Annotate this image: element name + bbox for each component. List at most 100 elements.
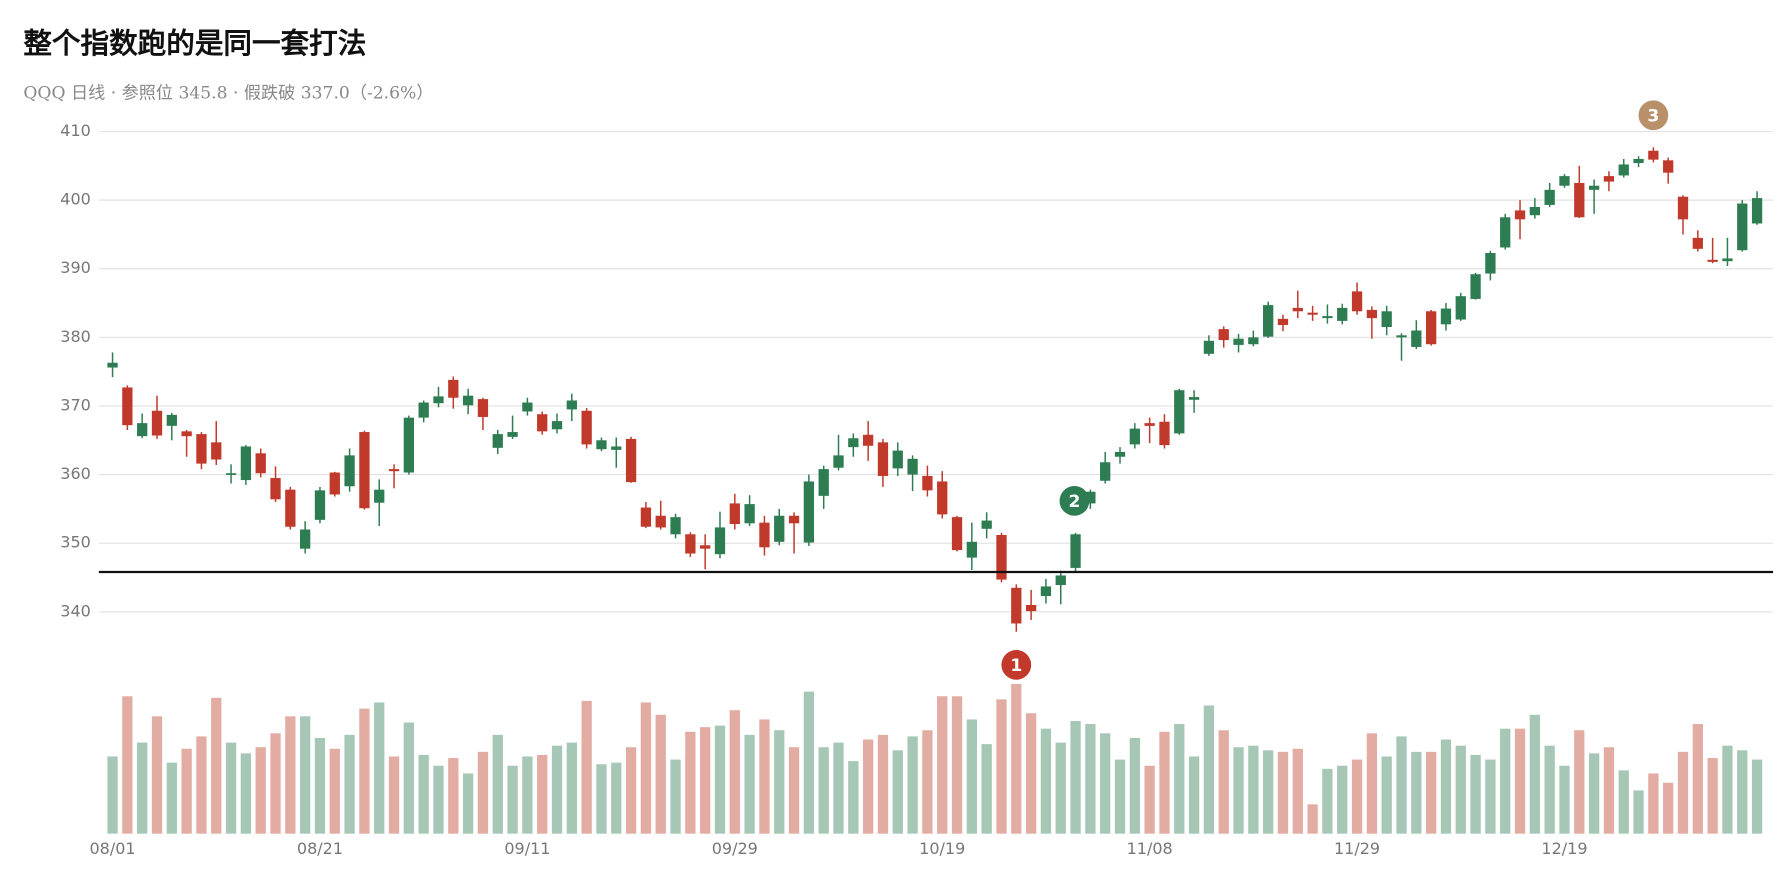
candle-body [833,455,844,468]
volume-bar [1559,765,1570,834]
candle-body [477,399,489,417]
candle-body [1440,308,1452,325]
candle-body [996,534,1007,580]
candle-body [211,442,222,460]
volume-bar [803,691,815,834]
candle-body [1025,604,1037,612]
volume-bar [1588,753,1600,834]
volume-bar [1337,765,1348,834]
candle-body [640,507,652,527]
volume-bar [1455,745,1466,834]
candle-body [1085,491,1096,504]
candle-body [1737,203,1748,251]
chart-title: 整个指数跑的是同一套打法 [23,26,366,60]
volume-bar [907,736,918,834]
volume-bar [344,734,355,834]
candle-body [1070,534,1081,568]
volume-bar [1707,758,1718,834]
volume-bar [1218,730,1229,834]
volume-bar [744,734,755,834]
annotation-label: 2 [1068,492,1080,512]
volume-bar [1351,759,1363,834]
volume-bar [640,702,652,834]
x-tick-label: 08/21 [297,839,343,858]
volume-bar [1366,733,1378,834]
candle-body [1233,338,1244,345]
candle-body [522,402,533,412]
candle-body [1677,196,1689,220]
volume-bar [1722,745,1733,834]
volume-bar [1159,731,1170,834]
candle-body [374,489,385,503]
candle-body [1144,423,1155,426]
volume-bar [1514,728,1526,834]
candle-body [122,387,133,426]
volume-bar [240,753,252,834]
volume-bar [300,716,311,834]
candle-body [759,522,770,548]
candle-body [551,421,563,430]
volume-bar [596,764,607,834]
candle-body [877,442,889,476]
volume-bar [892,750,903,834]
volume-bar [537,754,548,834]
volume-bar [181,748,192,834]
volume-bar [270,733,281,834]
candle-body [1618,164,1629,176]
candle-body [1751,198,1763,224]
volume-bar [359,708,370,834]
volume-bar [937,696,948,834]
candle-body [462,395,474,406]
volume-bar [774,730,785,834]
volume-bar [818,747,829,834]
candle-body [951,517,963,551]
volume-bar [759,719,770,834]
candle-body [492,434,503,448]
candle-body [1633,158,1644,164]
candle-body [611,446,622,450]
volume-bar [1233,747,1244,834]
volume-bar [1011,683,1022,834]
volume-bar [1381,756,1392,834]
volume-bar [1411,751,1422,834]
x-tick-label: 11/08 [1127,839,1173,858]
volume-bar [388,756,400,834]
x-tick-label: 08/01 [89,839,135,858]
candle-body [774,515,785,542]
volume-bar [418,754,429,834]
candle-body [225,473,237,475]
candle-body [537,414,548,432]
candle-body [1292,307,1303,312]
volume-bar [1692,724,1703,834]
candle-body [1100,462,1111,481]
candle-body [448,379,459,398]
candle-body [1722,258,1733,262]
volume-bar [551,745,563,834]
volume-bar [611,762,622,834]
volume-bar [1277,751,1289,834]
candle-body [1203,340,1215,354]
candle-body [1307,312,1318,315]
candle-body [803,481,815,543]
candle-body [1603,176,1615,182]
candle-body [1263,305,1274,337]
candle-body [1040,586,1052,597]
candle-body [625,438,637,483]
candle-body [1707,259,1718,262]
volume-bar [1603,747,1615,834]
candle-body [151,410,163,436]
candle-body [1455,296,1466,320]
volume-bar [996,699,1007,834]
volume-bar [625,747,637,834]
volume-bar [1114,759,1126,834]
volume-bar [1648,773,1659,834]
candle-body [137,423,148,437]
candle-body [1692,237,1703,249]
volume-bar [714,725,726,834]
candle-body [418,402,429,418]
candle-body [314,490,326,520]
candle-body [300,529,311,549]
chart-subtitle: QQQ 日线 · 参照位 345.8 · 假跌破 337.0（-2.6%） [23,83,433,103]
candle-body [240,446,252,481]
